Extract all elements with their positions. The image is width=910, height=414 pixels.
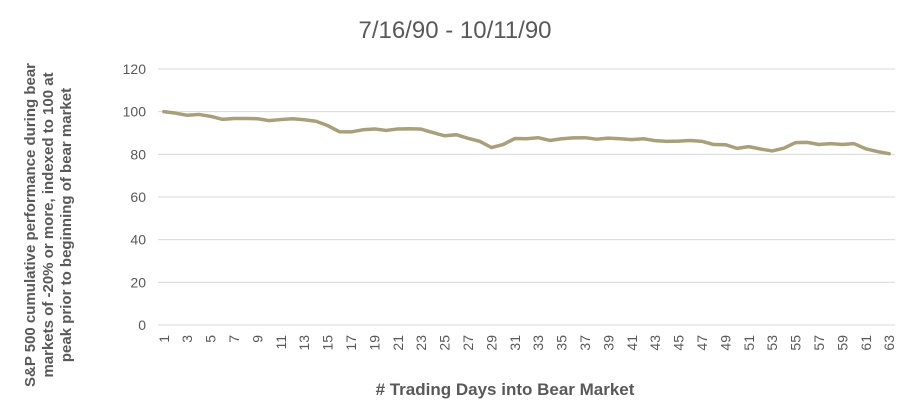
x-tick-label: 5 bbox=[203, 335, 219, 343]
x-tick-label: 63 bbox=[881, 335, 897, 351]
x-tick-label: 57 bbox=[811, 335, 827, 351]
x-tick-label: 11 bbox=[273, 335, 289, 350]
y-axis-title-line-3: peak prior to beginning of bear market bbox=[58, 88, 75, 362]
y-axis-title-line-2: markets of -20% or more, indexed to 100 … bbox=[40, 72, 57, 377]
x-tick-label: 59 bbox=[834, 335, 850, 351]
x-tick-label: 7 bbox=[226, 335, 242, 343]
y-tick-label: 100 bbox=[123, 104, 147, 120]
y-tick-label: 60 bbox=[130, 189, 146, 205]
x-tick-label: 39 bbox=[600, 335, 616, 351]
x-tick-label: 47 bbox=[694, 335, 710, 351]
x-axis-title: # Trading Days into Bear Market bbox=[376, 380, 635, 399]
x-tick-label: 45 bbox=[671, 335, 687, 351]
x-tick-label: 13 bbox=[296, 335, 312, 351]
x-tick-label: 43 bbox=[647, 335, 663, 351]
series-line-0 bbox=[162, 109, 891, 156]
x-tick-label: 1 bbox=[156, 335, 172, 343]
x-tick-label: 37 bbox=[577, 335, 593, 351]
y-tick-label: 80 bbox=[130, 146, 146, 162]
x-tick-label: 15 bbox=[320, 335, 336, 351]
x-tick-label: 19 bbox=[366, 335, 382, 351]
x-tick-label: 49 bbox=[717, 335, 733, 351]
y-tick-label: 40 bbox=[130, 232, 146, 248]
x-tick-label: 23 bbox=[413, 335, 429, 351]
y-axis-title-line-1: S&P 500 cumulative performance during be… bbox=[22, 63, 39, 387]
x-tick-label: 33 bbox=[530, 335, 546, 351]
y-tick-label: 20 bbox=[130, 274, 146, 290]
x-tick-label: 9 bbox=[249, 335, 265, 343]
gridlines bbox=[158, 68, 895, 326]
x-tick-label: 3 bbox=[179, 335, 195, 343]
y-axis-ticks: 0 20 40 60 80 100 120 bbox=[123, 61, 147, 333]
y-tick-label: 120 bbox=[123, 61, 147, 77]
series-layer bbox=[162, 109, 891, 156]
x-axis-ticks: 1 3 5 7 9 11 13 15 17 19 21 23 25 27 29 31 33 35 37 39 41 43 4… bbox=[156, 335, 897, 351]
x-tick-label: 31 bbox=[507, 335, 523, 351]
x-tick-label: 53 bbox=[764, 335, 780, 351]
x-tick-label: 17 bbox=[343, 335, 359, 351]
x-tick-label: 25 bbox=[437, 335, 453, 351]
y-tick-label: 0 bbox=[138, 317, 146, 333]
x-tick-label: 27 bbox=[460, 335, 476, 351]
x-tick-label: 21 bbox=[390, 335, 406, 351]
x-tick-label: 29 bbox=[483, 335, 499, 351]
x-tick-label: 35 bbox=[554, 335, 570, 351]
chart-title: 7/16/90 - 10/11/90 bbox=[358, 17, 551, 44]
x-tick-label: 51 bbox=[741, 335, 757, 351]
x-tick-label: 61 bbox=[858, 335, 874, 351]
x-tick-label: 55 bbox=[788, 335, 804, 351]
x-tick-label: 41 bbox=[624, 335, 640, 351]
y-axis-title: S&P 500 cumulative performance during be… bbox=[22, 63, 75, 387]
